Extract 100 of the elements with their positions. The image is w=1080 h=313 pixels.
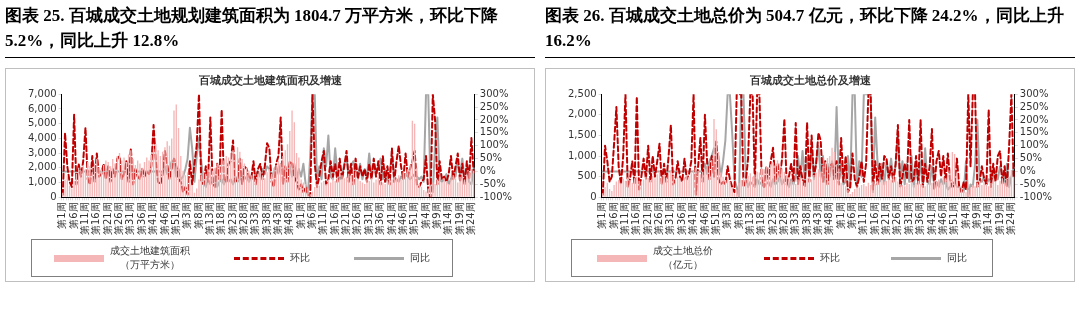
x-tick-label: 第33周 [789, 202, 801, 236]
y2-tick-label: -100% [479, 190, 513, 202]
x-tick-label: 第6周 [306, 202, 318, 229]
y2-tick-label: 250% [1019, 100, 1049, 112]
x-tick-label: 第51周 [169, 202, 181, 236]
y2-tick-label: 150% [1019, 126, 1049, 138]
y-tick-label: 5,000 [27, 117, 57, 129]
x-tick-label: 第13周 [203, 202, 215, 236]
x-tick-label: 第1周 [596, 202, 608, 229]
x-tick-label: 第51周 [948, 202, 960, 236]
x-tick-label: 第11周 [619, 202, 631, 236]
x-tick-label: 第21周 [880, 202, 892, 236]
y-tick-label: 2,000 [567, 108, 597, 120]
chart-title: 图表 25. 百城成交土地规划建筑面积为 1804.7 万平方米，环比下降 5.2%，同比上升 12.8% [5, 0, 535, 58]
y2-tick-label: 300% [479, 87, 509, 99]
x-tick-label: 第46周 [158, 202, 170, 236]
chart-subtitle: 百城成交土地总价及增速 [748, 74, 872, 88]
legend-label: 同比 [410, 251, 430, 265]
x-tick-label: 第31周 [362, 202, 374, 236]
x-tick-label: 第26周 [113, 202, 125, 236]
legend-label: 成交土地建筑面积（万平方米） [110, 244, 190, 272]
x-tick-label: 第46周 [936, 202, 948, 236]
x-tick-label: 第51周 [408, 202, 420, 236]
x-tick-label: 第4周 [419, 202, 431, 229]
x-tick-label: 第36周 [914, 202, 926, 236]
legend-label: 同比 [946, 251, 967, 265]
x-tick-label: 第21周 [340, 202, 352, 236]
x-tick-label: 第4周 [959, 202, 971, 229]
x-tick-label: 第1周 [56, 202, 68, 229]
x-tick-label: 第46周 [396, 202, 408, 236]
x-tick-label: 第16周 [630, 202, 642, 236]
y2-tick-label: -100% [1019, 190, 1053, 202]
y-tick-label: 6,000 [27, 102, 57, 114]
legend-label: 成交土地总价（亿元） [653, 244, 714, 272]
x-tick-label: 第9周 [970, 202, 982, 229]
x-tick-label: 第16周 [90, 202, 102, 236]
x-tick-label: 第1周 [834, 202, 846, 229]
x-tick-label: 第36周 [374, 202, 386, 236]
x-tick-label: 第16周 [868, 202, 880, 236]
x-tick-label: 第36周 [675, 202, 687, 236]
y2-tick-label: 50% [479, 152, 503, 164]
y-tick-label: 2,000 [27, 161, 57, 173]
x-tick-label: 第26周 [653, 202, 665, 236]
y-tick-label: 1,500 [567, 129, 597, 141]
y-tick-label: 0 [590, 190, 597, 202]
y2-tick-label: 0% [1019, 165, 1036, 177]
x-tick-label: 第11周 [317, 202, 329, 236]
x-tick-label: 第33周 [249, 202, 261, 236]
x-tick-label: 第28周 [777, 202, 789, 236]
y-tick-label: 500 [577, 170, 597, 182]
x-tick-label: 第48周 [283, 202, 295, 236]
x-tick-label: 第48周 [823, 202, 835, 236]
x-tick-label: 第38周 [260, 202, 272, 236]
x-tick-label: 第21周 [101, 202, 113, 236]
x-tick-label: 第19周 [453, 202, 465, 236]
x-tick-label: 第6周 [846, 202, 858, 229]
x-tick-label: 第41周 [687, 202, 699, 236]
chart-subtitle: 百城成交土地建筑面积及增速 [197, 74, 343, 88]
x-tick-label: 第23周 [226, 202, 238, 236]
y-tick-label: 7,000 [27, 87, 57, 99]
y2-tick-label: 50% [1019, 152, 1043, 164]
x-tick-label: 第38周 [800, 202, 812, 236]
x-tick-label: 第8周 [192, 202, 204, 229]
x-tick-label: 第26周 [351, 202, 363, 236]
y-tick-label: 3,000 [27, 146, 57, 158]
x-tick-label: 第26周 [891, 202, 903, 236]
y2-tick-label: 200% [479, 113, 509, 125]
x-tick-label: 第13周 [743, 202, 755, 236]
x-tick-label: 第6周 [607, 202, 619, 229]
x-tick-label: 第19周 [993, 202, 1005, 236]
y2-tick-label: 100% [1019, 139, 1049, 151]
y-tick-label: 1,000 [567, 149, 597, 161]
y-tick-label: 2,500 [567, 87, 597, 99]
x-tick-label: 第11周 [79, 202, 91, 236]
legend-label: 环比 [819, 251, 840, 265]
x-tick-label: 第14周 [442, 202, 454, 236]
x-tick-label: 第23周 [766, 202, 778, 236]
x-tick-label: 第3周 [181, 202, 193, 229]
y-tick-label: 4,000 [27, 131, 57, 143]
y2-tick-label: -50% [479, 177, 506, 189]
x-tick-label: 第31周 [664, 202, 676, 236]
x-tick-label: 第6周 [67, 202, 79, 229]
x-tick-label: 第18周 [215, 202, 227, 236]
x-tick-label: 第31周 [902, 202, 914, 236]
y2-tick-label: 0% [479, 165, 496, 177]
x-tick-label: 第24周 [1004, 202, 1016, 236]
x-tick-label: 第46周 [698, 202, 710, 236]
x-tick-label: 第11周 [857, 202, 869, 236]
y2-tick-label: 300% [1019, 87, 1049, 99]
x-tick-label: 第14周 [982, 202, 994, 236]
legend-label: 环比 [290, 251, 310, 265]
x-tick-label: 第41周 [147, 202, 159, 236]
x-tick-label: 第31周 [124, 202, 136, 236]
y-tick-label: 0 [50, 190, 57, 202]
x-tick-label: 第28周 [237, 202, 249, 236]
x-tick-label: 第41周 [385, 202, 397, 236]
y2-tick-label: 100% [479, 139, 509, 151]
x-tick-label: 第41周 [925, 202, 937, 236]
x-tick-label: 第36周 [135, 202, 147, 236]
y2-tick-label: -50% [1019, 177, 1046, 189]
